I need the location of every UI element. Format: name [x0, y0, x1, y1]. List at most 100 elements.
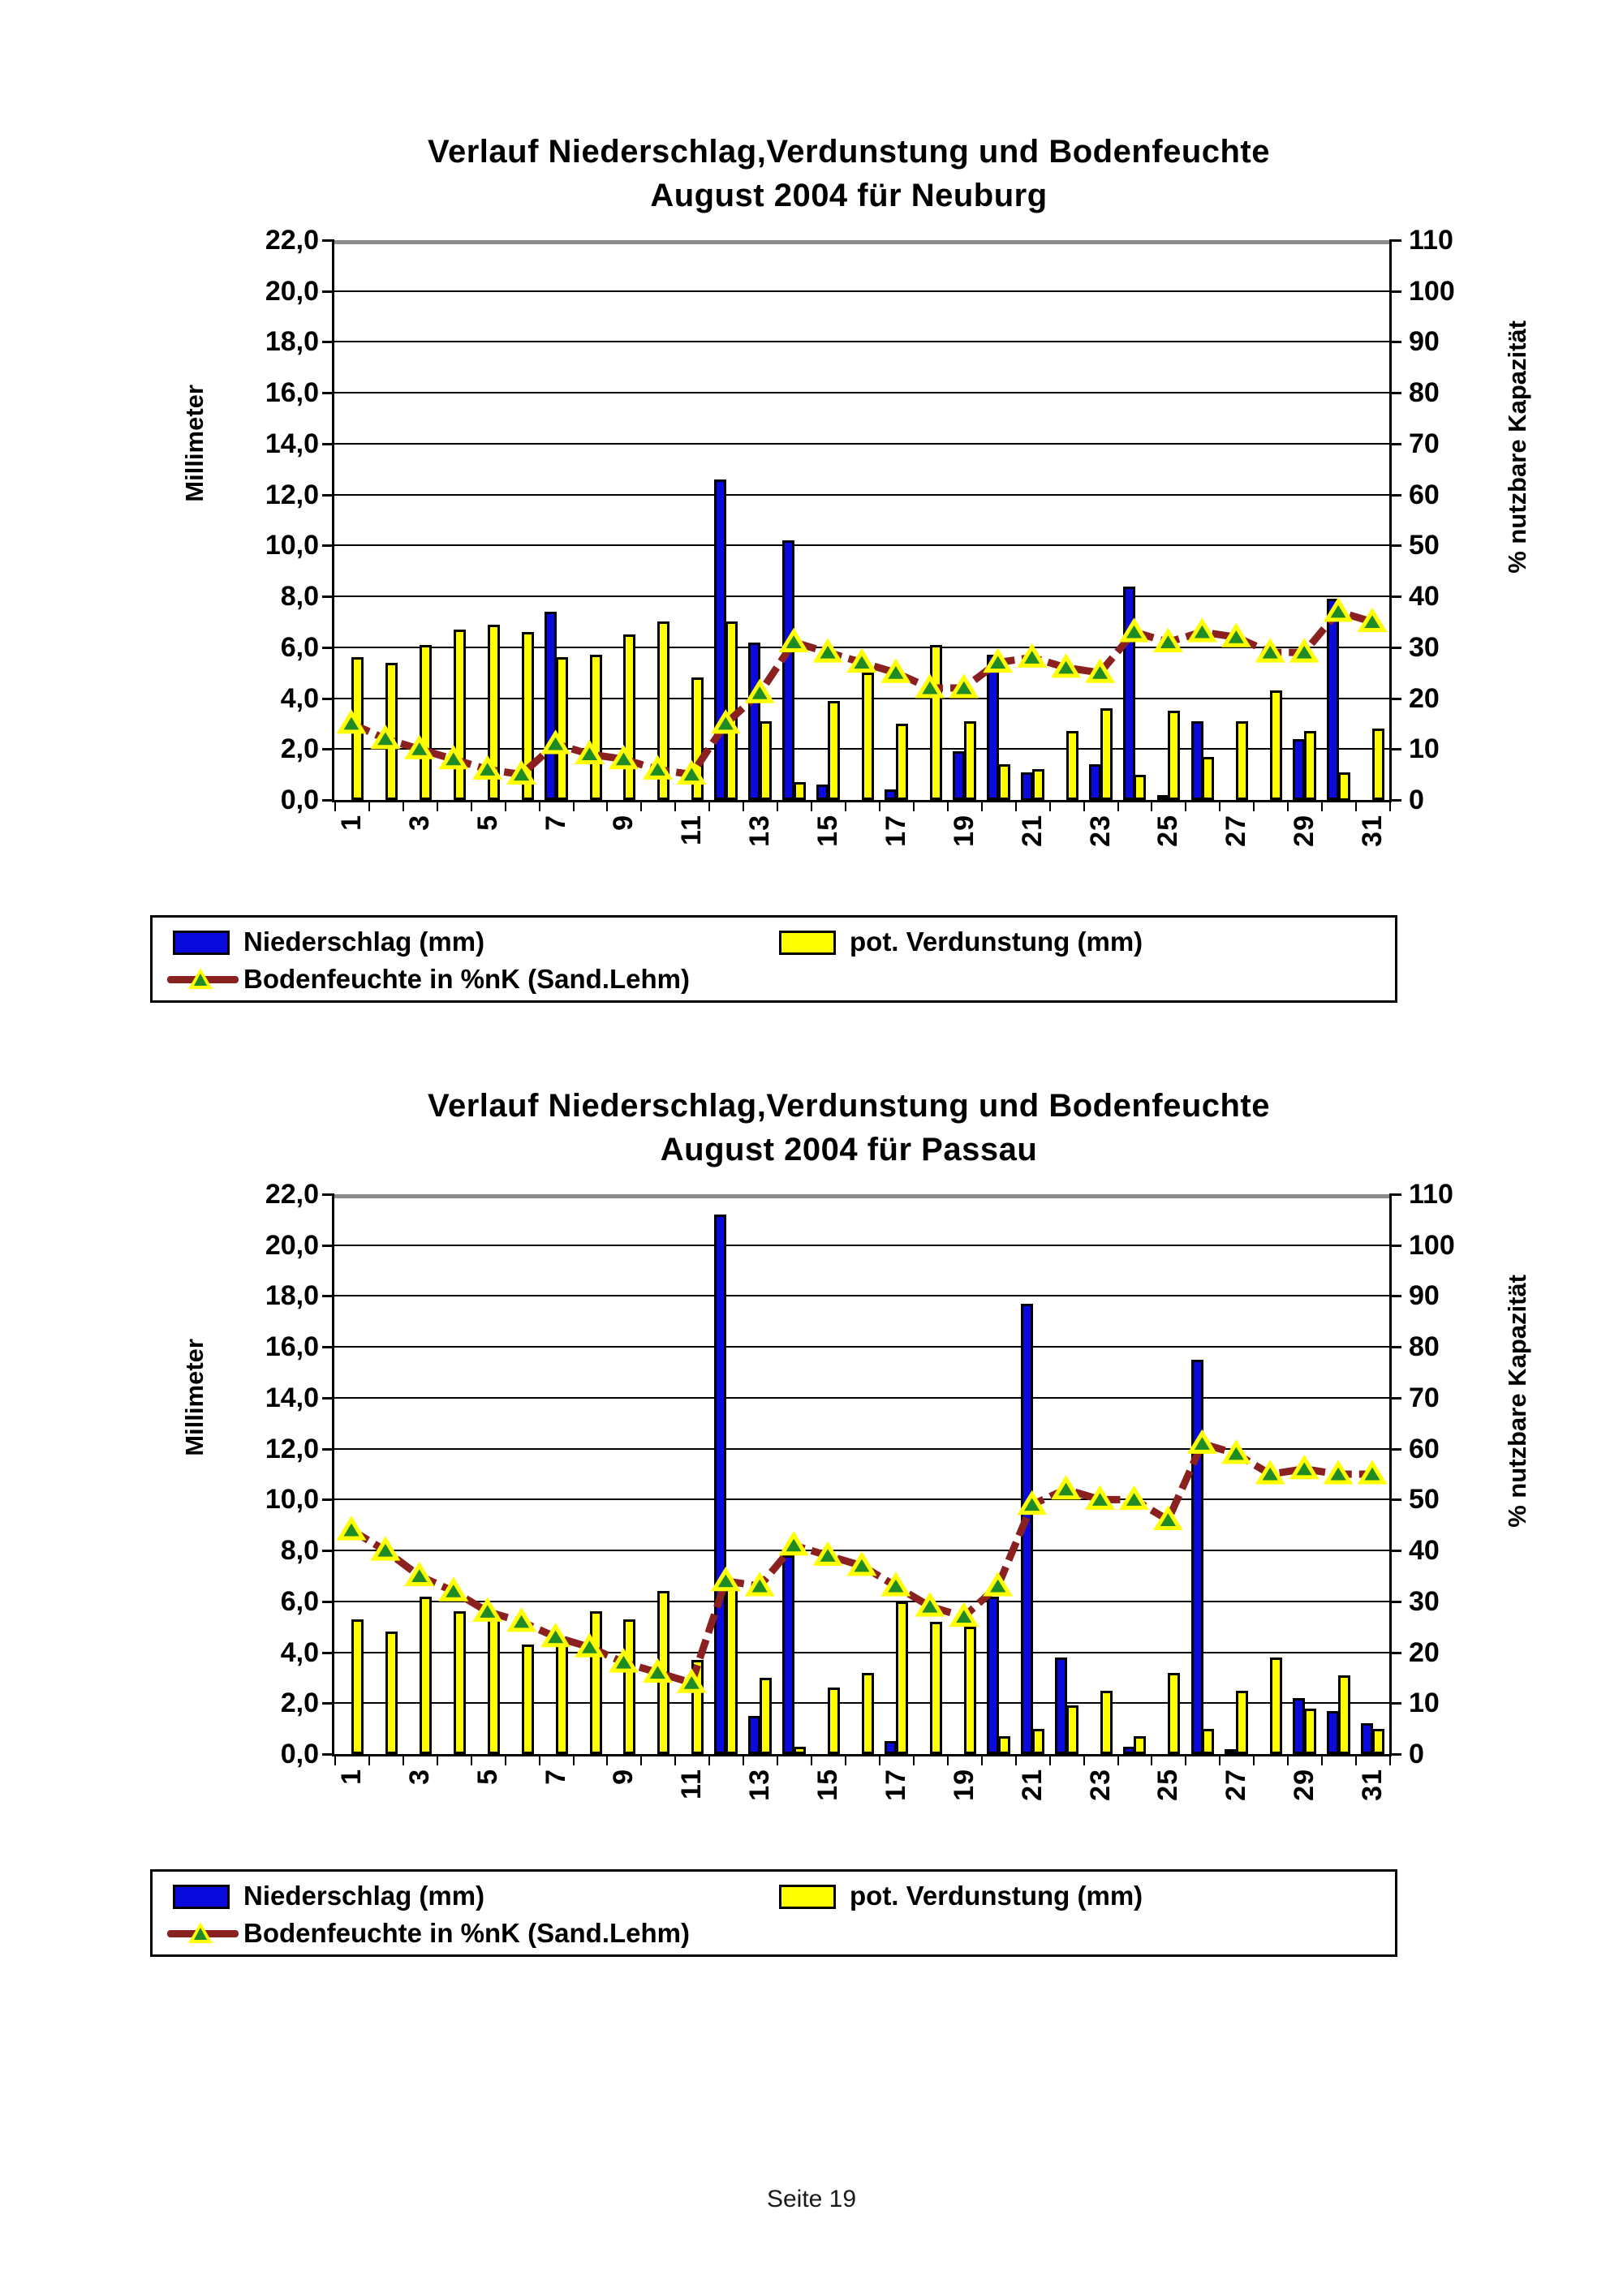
bar-verdunstung-day-26 [1202, 757, 1214, 800]
axis-title-kapazitaet-text: % nutzbare Kapazität [1503, 320, 1531, 574]
bar-verdunstung-day-29 [1304, 731, 1316, 800]
gridline [334, 595, 1389, 597]
x-axis-tick [777, 800, 778, 811]
triangle-marker-day-8 [575, 1632, 605, 1658]
triangle-marker-day-19 [949, 673, 979, 699]
page-number: Seite 19 [766, 2186, 857, 2212]
triangle-marker-day-13 [744, 678, 775, 703]
y-axis-label-left: 12,0 [265, 1434, 319, 1464]
x-axis-label: 23 [1083, 815, 1118, 888]
triangle-marker-day-26 [1186, 617, 1217, 643]
legend-label-verdunstung: pot. Verdunstung (mm) [850, 927, 1143, 957]
bar-niederschlag-day-27 [1225, 1749, 1237, 1754]
y-axis-line-right [1389, 240, 1392, 800]
gridline [334, 1448, 1389, 1450]
x-axis-label: 9 [605, 815, 641, 888]
y-axis-tick-left [322, 1652, 334, 1654]
y-axis-label-right: 80 [1409, 377, 1440, 408]
x-axis-label: 3 [402, 815, 437, 888]
x-axis-tick [845, 1754, 846, 1765]
y-axis-label-right: 70 [1409, 428, 1440, 459]
y-axis-tick-right [1389, 392, 1401, 394]
x-axis-tick [334, 800, 336, 811]
triangle-marker-day-1 [336, 709, 367, 734]
triangle-marker-day-17 [880, 1572, 911, 1597]
y-axis-tick-right [1389, 544, 1401, 547]
y-axis-tick-right [1389, 698, 1401, 700]
x-axis-tick [437, 800, 438, 811]
bar-verdunstung-day-22 [1066, 731, 1078, 800]
triangle-marker-day-22 [1051, 1474, 1082, 1500]
bar-verdunstung-day-2 [385, 1632, 398, 1754]
triangle-marker-day-2 [370, 1536, 401, 1561]
y-axis-label-right: 100 [1409, 1230, 1455, 1261]
x-axis-tick [505, 1754, 506, 1765]
x-axis-label: 29 [1286, 1769, 1322, 1842]
y-axis-tick-left [322, 1397, 334, 1400]
y-axis-tick-left [322, 443, 334, 445]
triangle-marker-day-14 [778, 627, 809, 652]
triangle-marker-day-14 [778, 1530, 809, 1556]
triangle-marker-day-12 [710, 709, 741, 734]
y-axis-tick-left [322, 748, 334, 750]
y-axis-label-right: 20 [1409, 683, 1440, 714]
y-axis-label-right: 90 [1409, 326, 1440, 357]
x-axis-label-text: 1 [335, 815, 367, 831]
x-axis-tick [368, 800, 370, 811]
x-axis-tick [640, 800, 642, 811]
bar-verdunstung-day-16 [862, 1673, 874, 1754]
triangle-marker-day-11 [676, 759, 707, 785]
plot-area [332, 1194, 1392, 1756]
x-axis-label: 5 [470, 1769, 506, 1842]
x-axis-label-text: 21 [1016, 1769, 1048, 1801]
bar-niederschlag-day-15 [816, 785, 829, 800]
triangle-marker-day-31 [1357, 607, 1388, 632]
y-axis-label-left: 8,0 [280, 581, 319, 612]
x-axis-tick [334, 1754, 336, 1765]
y-axis-tick-right [1389, 1498, 1401, 1501]
y-axis-line-left [332, 1194, 334, 1754]
x-axis-tick [913, 1754, 915, 1765]
x-axis-label-text: 5 [471, 815, 503, 831]
x-axis-tick [471, 1754, 472, 1765]
x-axis-tick [708, 1754, 710, 1765]
x-axis-label: 9 [605, 1769, 641, 1842]
y-axis-tick-left [322, 1193, 334, 1196]
plot-area [332, 240, 1392, 802]
x-axis-label-text: 19 [948, 815, 979, 847]
gridline-top [334, 240, 1389, 244]
triangle-marker-day-16 [846, 647, 877, 673]
x-axis-tick [1389, 1754, 1391, 1765]
x-axis-label: 13 [742, 815, 777, 888]
legend-swatch-verdunstung [779, 1885, 836, 1909]
x-axis-label-text: 19 [948, 1769, 979, 1801]
y-axis-label-right: 20 [1409, 1637, 1440, 1668]
y-axis-label-right: 110 [1409, 225, 1453, 256]
triangle-marker-day-20 [983, 1572, 1014, 1597]
x-axis-tick [1015, 1754, 1017, 1765]
triangle-marker-day-10 [642, 1658, 673, 1683]
x-axis-tick [606, 800, 608, 811]
x-axis-label: 5 [470, 815, 506, 888]
bar-niederschlag-day-13 [748, 1716, 760, 1754]
x-axis-tick [1287, 800, 1289, 811]
y-axis-label-right: 60 [1409, 479, 1440, 510]
y-axis-tick-left [322, 239, 334, 242]
legend-label-verdunstung: pot. Verdunstung (mm) [850, 1881, 1143, 1911]
y-axis-label-left: 16,0 [265, 377, 319, 408]
bar-verdunstung-day-1 [351, 1619, 364, 1754]
x-axis-tick [1151, 800, 1152, 811]
chart-title-line1: Verlauf Niederschlag,Verdunstung und Bod… [428, 1088, 1270, 1124]
y-axis-tick-right [1389, 341, 1401, 343]
y-axis-label-right: 40 [1409, 581, 1440, 612]
x-axis-label: 1 [334, 1769, 369, 1842]
triangle-marker-day-6 [506, 1607, 537, 1632]
x-axis-label-text: 3 [403, 815, 435, 831]
x-axis-tick [606, 1754, 608, 1765]
legend-label-niederschlag: Niederschlag (mm) [243, 1881, 485, 1911]
triangle-marker-day-3 [404, 1561, 435, 1586]
bar-verdunstung-day-28 [1270, 690, 1282, 800]
x-axis-tick [947, 800, 949, 811]
bar-verdunstung-day-14 [794, 1747, 806, 1754]
bar-verdunstung-day-6 [522, 1645, 534, 1754]
